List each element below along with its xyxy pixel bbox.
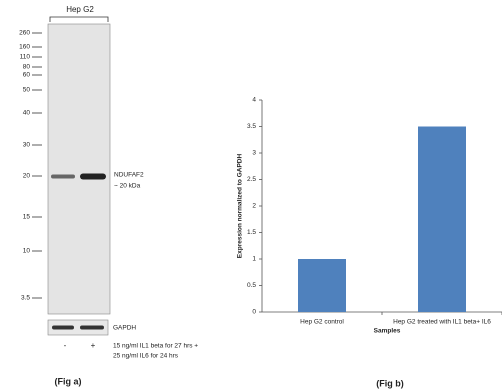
marker-label: 50 [23,87,31,94]
y-axis-label: Expression normalized to GAPDH [237,154,244,259]
y-tick-label: 1.5 [247,229,256,236]
marker-label: 3.5 [21,295,30,302]
y-tick-label: 1 [252,256,256,263]
y-tick-label: 0.5 [247,282,256,289]
band [51,174,75,179]
band [80,173,106,180]
cell-line: Hep G2 [66,5,94,14]
y-tick-label: 2 [252,203,256,210]
caption: (Fig b) [376,378,404,388]
y-tick-label: 0 [252,309,256,316]
marker-label: 10 [23,248,31,255]
loading-control: GAPDH [113,325,136,332]
y-tick-label: 4 [252,97,256,104]
band [80,325,104,330]
treatment: 25 ng/ml IL6 for 24 hrs [113,353,179,360]
marker-label: 20 [23,173,31,180]
y-tick-label: 3.5 [247,123,256,130]
x-axis-label: Samples [374,328,401,335]
gapdh-membrane [47,319,109,336]
lane-label: + [91,341,96,350]
marker-label: 40 [23,110,31,117]
marker-label: 110 [20,54,31,61]
x-tick-label: Hep G2 treated with IL1 beta+ IL6 [393,319,491,326]
bracket [49,16,109,22]
lane-label: - [64,341,67,350]
marker-label: 30 [23,142,31,149]
y-tick-label: 2.5 [247,176,256,183]
marker-label: 160 [19,44,30,51]
band-label: NDUFAF2 [114,172,144,179]
blot-membrane [47,23,111,315]
x-tick-label: Hep G2 control [300,319,344,326]
marker-label: 15 [23,214,31,221]
band [52,325,74,330]
caption: (Fig a) [55,376,82,386]
marker-label: 260 [19,30,30,37]
band-size: ~ 20 kDa [114,183,141,190]
y-tick-label: 3 [252,150,256,157]
marker-label: 80 [23,64,31,71]
bar [298,259,346,312]
treatment: 15 ng/ml IL1 beta for 27 hrs + [113,343,198,350]
marker-label: 60 [23,72,31,79]
bar [418,126,466,312]
